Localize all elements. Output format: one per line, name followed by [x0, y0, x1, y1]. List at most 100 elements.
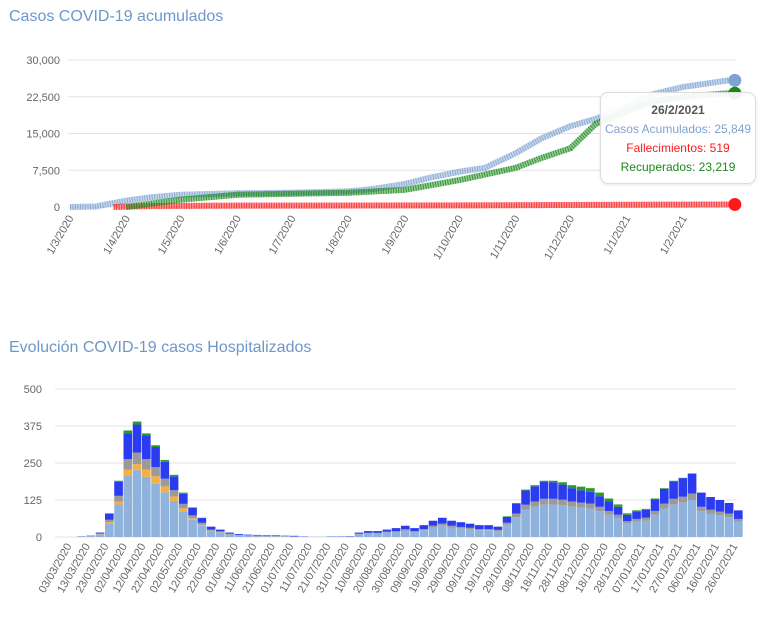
bar-serie_base [549, 504, 558, 537]
bar-stack [345, 536, 355, 537]
bar-serie_naranja [169, 496, 179, 501]
bar-stack [530, 485, 540, 537]
bar-serie_azul [114, 481, 123, 496]
bar-serie_gris [521, 504, 530, 510]
bar-serie_gris [225, 533, 234, 535]
bar-stack [354, 532, 364, 537]
bar-stack [715, 500, 725, 537]
tooltip-recuperados: Recuperados: 23,219 [620, 160, 736, 174]
bar-serie_azul [558, 484, 567, 500]
bar-serie_base [724, 517, 734, 537]
bar-serie_base [660, 508, 669, 537]
bar-stack [447, 520, 456, 537]
bar-serie_base [151, 483, 160, 537]
bar-stack [669, 480, 678, 537]
bar-stack [438, 517, 447, 537]
bar-stack [678, 477, 688, 537]
bar-serie_gris [151, 467, 160, 477]
bar-stack [86, 535, 96, 537]
bar-serie_gris [160, 478, 170, 487]
bar-serie_base [632, 521, 641, 537]
bar-serie_verde [595, 492, 604, 497]
bar-serie_verde [632, 510, 641, 512]
bar-serie_base [715, 515, 725, 537]
bar-serie_verde [188, 507, 197, 508]
bar-serie_azul [567, 488, 577, 502]
bar-serie_gris [493, 529, 503, 532]
bar-serie_gris [613, 514, 623, 519]
bar-serie_base [447, 527, 456, 537]
bar-stack [586, 488, 595, 537]
bar-serie_verde [623, 513, 632, 515]
bar-stack [299, 536, 308, 537]
bar-serie_gris [678, 496, 688, 503]
bar-serie_gris [391, 531, 401, 532]
bar-stack [539, 480, 549, 537]
bar-serie_azul [438, 517, 447, 524]
bar-serie_base [484, 530, 493, 537]
bar-serie_base [502, 524, 512, 537]
bar-serie_base [419, 530, 429, 537]
bar-serie_verde [549, 480, 558, 483]
bar-stack [475, 525, 484, 537]
bar-serie_gris [632, 518, 641, 522]
bar-serie_base [734, 521, 743, 537]
bar-serie_base [465, 529, 475, 537]
bar-serie_gris [502, 522, 512, 525]
bar-serie_azul [678, 478, 688, 497]
bar-stack [428, 520, 438, 537]
bar-stack [373, 531, 382, 537]
y-tick-label: 22,500 [26, 92, 60, 104]
bar-stack [650, 498, 660, 537]
bar-serie_naranja [188, 518, 197, 520]
bar-stack [142, 433, 151, 537]
bar-stack [410, 528, 419, 537]
bar-serie_base [382, 532, 392, 537]
bar-stack [188, 507, 197, 537]
bar-serie_gris [530, 501, 540, 507]
bar-serie_gris [197, 522, 207, 525]
bar-serie_verde [179, 492, 188, 494]
bar-stack [576, 486, 586, 537]
bar-serie_gris [373, 532, 382, 534]
bar-serie_azul [105, 513, 114, 520]
bar-serie_base [216, 532, 225, 537]
bar-serie_azul [95, 532, 105, 534]
bar-stack [253, 534, 262, 537]
y-tick-label: 375 [24, 421, 42, 433]
bar-serie_gris [465, 527, 475, 530]
bar-serie_base [179, 511, 188, 537]
bar-serie_azul [669, 481, 678, 499]
bar-stack [687, 473, 697, 537]
bar-serie_naranja [105, 522, 114, 524]
bar-serie_base [95, 534, 105, 537]
bar-serie_base [271, 536, 281, 537]
bar-stack [613, 504, 623, 537]
bar-serie_naranja [151, 476, 160, 484]
bar-stack [225, 532, 234, 537]
bar-stack [132, 421, 142, 537]
bar-stack [493, 526, 503, 537]
bar-serie_base [512, 517, 521, 537]
bar-serie_base [558, 505, 567, 537]
bar-serie_base [410, 531, 419, 537]
bar-serie_azul [391, 528, 401, 532]
bar-serie_gris [623, 521, 632, 524]
bar-serie_base [401, 530, 410, 537]
bar-serie_azul [687, 473, 697, 494]
bar-serie_gris [428, 525, 438, 528]
series-markers [69, 77, 730, 210]
bar-serie_base [595, 511, 604, 537]
bar-stack [419, 525, 429, 537]
bar-stack [521, 489, 530, 537]
bar-serie_base [706, 513, 715, 537]
bar-stack [179, 492, 188, 537]
bar-serie_gris [604, 510, 614, 515]
bar-serie_gris [188, 515, 197, 519]
bar-serie_gris [558, 499, 567, 506]
bar-serie_azul [179, 493, 188, 504]
bar-serie_gris [549, 498, 558, 505]
bar-serie_gris [401, 529, 410, 531]
bar-stack [401, 525, 410, 537]
bar-serie_azul [641, 509, 651, 518]
